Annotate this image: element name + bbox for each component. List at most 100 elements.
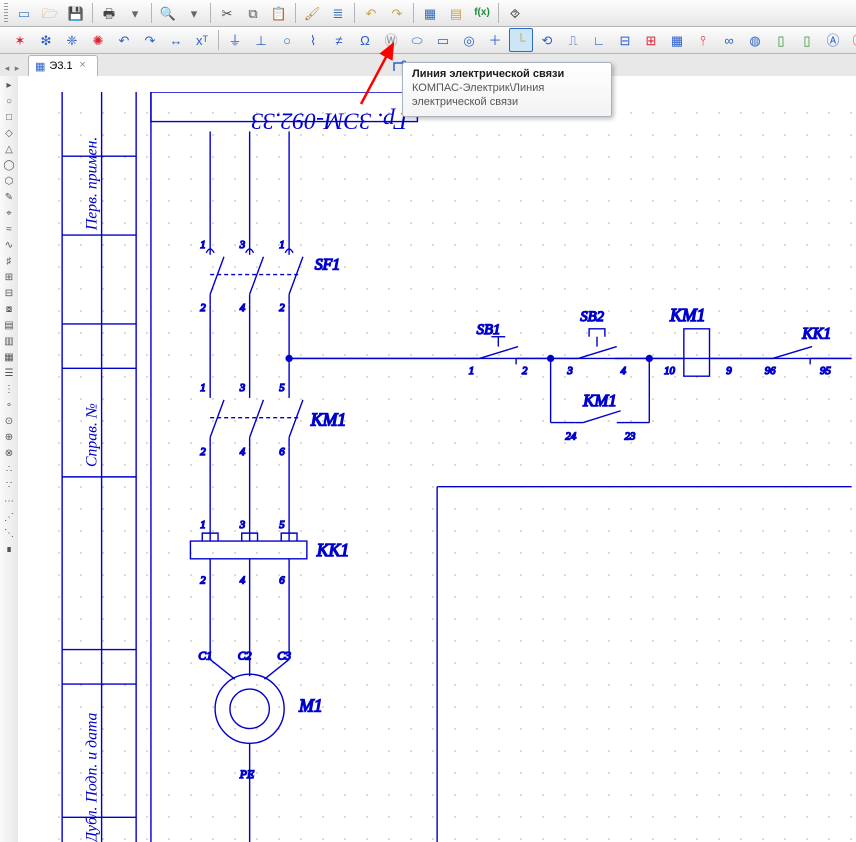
component-kk1-nc — [743, 347, 832, 365]
left-tool-v8[interactable]: ✎ — [2, 190, 16, 204]
cut-icon[interactable]: ✂ — [215, 1, 239, 25]
drawing-canvas[interactable]: Перв. примен. Справ. № Подп. и дата Дубл… — [38, 92, 856, 842]
link-icon[interactable]: ↔ — [164, 28, 188, 52]
node-red2-icon[interactable]: ✺ — [86, 28, 110, 52]
title-block-text: Гр. 3ЭМ-092.33 — [251, 108, 409, 134]
break-icon[interactable]: ⊟ — [613, 28, 637, 52]
coil-icon[interactable]: ⌇ — [301, 28, 325, 52]
left-tool-v3[interactable]: □ — [2, 110, 16, 124]
svg-text:10: 10 — [664, 365, 675, 377]
left-tool-v6[interactable]: ◯ — [2, 158, 16, 172]
target-icon[interactable]: ◎ — [457, 28, 481, 52]
svg-text:1: 1 — [279, 239, 284, 251]
redo-blue-icon[interactable]: ↷ — [138, 28, 162, 52]
preview-icon[interactable]: 🔍 — [156, 1, 180, 25]
doc1-icon[interactable]: ▯ — [769, 28, 793, 52]
doc2-icon[interactable]: ▯ — [795, 28, 819, 52]
left-tool-v10[interactable]: ≈ — [2, 222, 16, 236]
left-tool-v12[interactable]: ♯ — [2, 254, 16, 268]
xt-text-icon[interactable]: xᵀ — [190, 28, 214, 52]
km1-aux-label: KM1 — [582, 391, 617, 410]
toolbar-grip — [4, 3, 8, 23]
left-tool-v24[interactable]: ⊗ — [2, 446, 16, 460]
tab-scroll[interactable]: ◂▸ — [2, 60, 22, 76]
dropdown-icon[interactable]: ▾ — [182, 1, 206, 25]
left-tool-v9[interactable]: ⌖ — [2, 206, 16, 220]
format-painter-icon[interactable]: 🖌 — [300, 1, 324, 25]
node-blue1-icon[interactable]: ❇ — [34, 28, 58, 52]
component-km1-aux — [575, 411, 624, 423]
svg-text:6: 6 — [279, 446, 285, 458]
globe-icon[interactable]: ◍ — [743, 28, 767, 52]
wire-line-icon[interactable]: └ — [509, 28, 533, 52]
left-tool-v14[interactable]: ⊟ — [2, 286, 16, 300]
left-tool-v5[interactable]: △ — [2, 142, 16, 156]
paste-icon[interactable]: 📋 — [267, 1, 291, 25]
properties-icon[interactable]: ≣ — [326, 1, 350, 25]
a2-icon[interactable]: Ⓐ — [847, 28, 856, 52]
print-icon[interactable]: 🖶 — [97, 1, 121, 25]
m1-pe: PE — [239, 767, 255, 781]
shield-icon[interactable]: ⬭ — [405, 28, 429, 52]
svg-text:2: 2 — [200, 302, 206, 314]
component-km1-contacts — [210, 388, 303, 447]
a-icon[interactable]: Ⓐ — [821, 28, 845, 52]
copy-icon[interactable]: ⧉ — [241, 1, 265, 25]
left-tool-v19[interactable]: ☰ — [2, 366, 16, 380]
box-icon[interactable]: ▭ — [431, 28, 455, 52]
svg-text:95: 95 — [820, 365, 831, 377]
grid2-icon[interactable]: ▦ — [665, 28, 689, 52]
left-tool-v7[interactable]: ⬡ — [2, 174, 16, 188]
save-icon[interactable]: 💾 — [64, 1, 88, 25]
omega-icon[interactable]: Ω — [353, 28, 377, 52]
document-tab[interactable]: ▦ Э3.1 × — [28, 55, 98, 76]
open-icon[interactable]: 🗁 — [38, 1, 62, 25]
plus-icon[interactable]: ＋ — [483, 28, 507, 52]
perp-icon[interactable]: ⊥ — [249, 28, 273, 52]
left-tool-v21[interactable]: ∘ — [2, 398, 16, 412]
junction-icon[interactable]: ∟ — [587, 28, 611, 52]
left-tool-v27[interactable]: ⋯ — [2, 494, 16, 508]
pin1-icon[interactable]: ⫯ — [691, 28, 715, 52]
close-icon[interactable]: × — [77, 60, 89, 72]
left-tool-v23[interactable]: ⊕ — [2, 430, 16, 444]
node-red-icon[interactable]: ✶ — [8, 28, 32, 52]
left-tool-v2[interactable]: ○ — [2, 94, 16, 108]
neq-icon[interactable]: ≠ — [327, 28, 351, 52]
left-tool-v26[interactable]: ∵ — [2, 478, 16, 492]
layers-icon[interactable]: ▤ — [444, 1, 468, 25]
left-tool-v1[interactable]: ▸ — [2, 78, 16, 92]
left-tool-v30[interactable]: ∎ — [2, 542, 16, 556]
label-dubl: Дубл. — [84, 807, 101, 842]
left-tool-v29[interactable]: ⋱ — [2, 526, 16, 540]
node-blue2-icon[interactable]: ❈ — [60, 28, 84, 52]
left-tool-v22[interactable]: ⊙ — [2, 414, 16, 428]
netlabel-icon[interactable]: ⊞ — [639, 28, 663, 52]
left-tool-v16[interactable]: ▤ — [2, 318, 16, 332]
pin2-icon[interactable]: ∞ — [717, 28, 741, 52]
undo-icon[interactable]: ↶ — [359, 1, 383, 25]
dropdown-icon[interactable]: ▾ — [123, 1, 147, 25]
ground-icon[interactable]: ⏚ — [223, 28, 247, 52]
left-tool-v4[interactable]: ◇ — [2, 126, 16, 140]
w1-icon[interactable]: Ⓦ — [379, 28, 403, 52]
left-tool-v20[interactable]: ⋮ — [2, 382, 16, 396]
redo-icon[interactable]: ↷ — [385, 1, 409, 25]
left-tool-v17[interactable]: ▥ — [2, 334, 16, 348]
undo-blue-icon[interactable]: ↶ — [112, 28, 136, 52]
circle1-icon[interactable]: ○ — [275, 28, 299, 52]
left-tool-v11[interactable]: ∿ — [2, 238, 16, 252]
new-icon[interactable]: ▭ — [12, 1, 36, 25]
wire-circle-icon[interactable]: ⟲ — [535, 28, 559, 52]
grid-icon[interactable]: ▦ — [418, 1, 442, 25]
left-tool-v28[interactable]: ⋰ — [2, 510, 16, 524]
fx-icon[interactable]: f(x) — [470, 1, 494, 25]
help-pointer-icon[interactable]: ⯑ — [503, 1, 527, 25]
left-tool-v15[interactable]: ⧇ — [2, 302, 16, 316]
left-tool-v25[interactable]: ∴ — [2, 462, 16, 476]
tab-doc-icon: ▦ — [35, 60, 45, 73]
bus-icon[interactable]: ⎍ — [561, 28, 585, 52]
left-tool-v13[interactable]: ⊞ — [2, 270, 16, 284]
svg-text:1: 1 — [469, 365, 474, 377]
left-tool-v18[interactable]: ▦ — [2, 350, 16, 364]
